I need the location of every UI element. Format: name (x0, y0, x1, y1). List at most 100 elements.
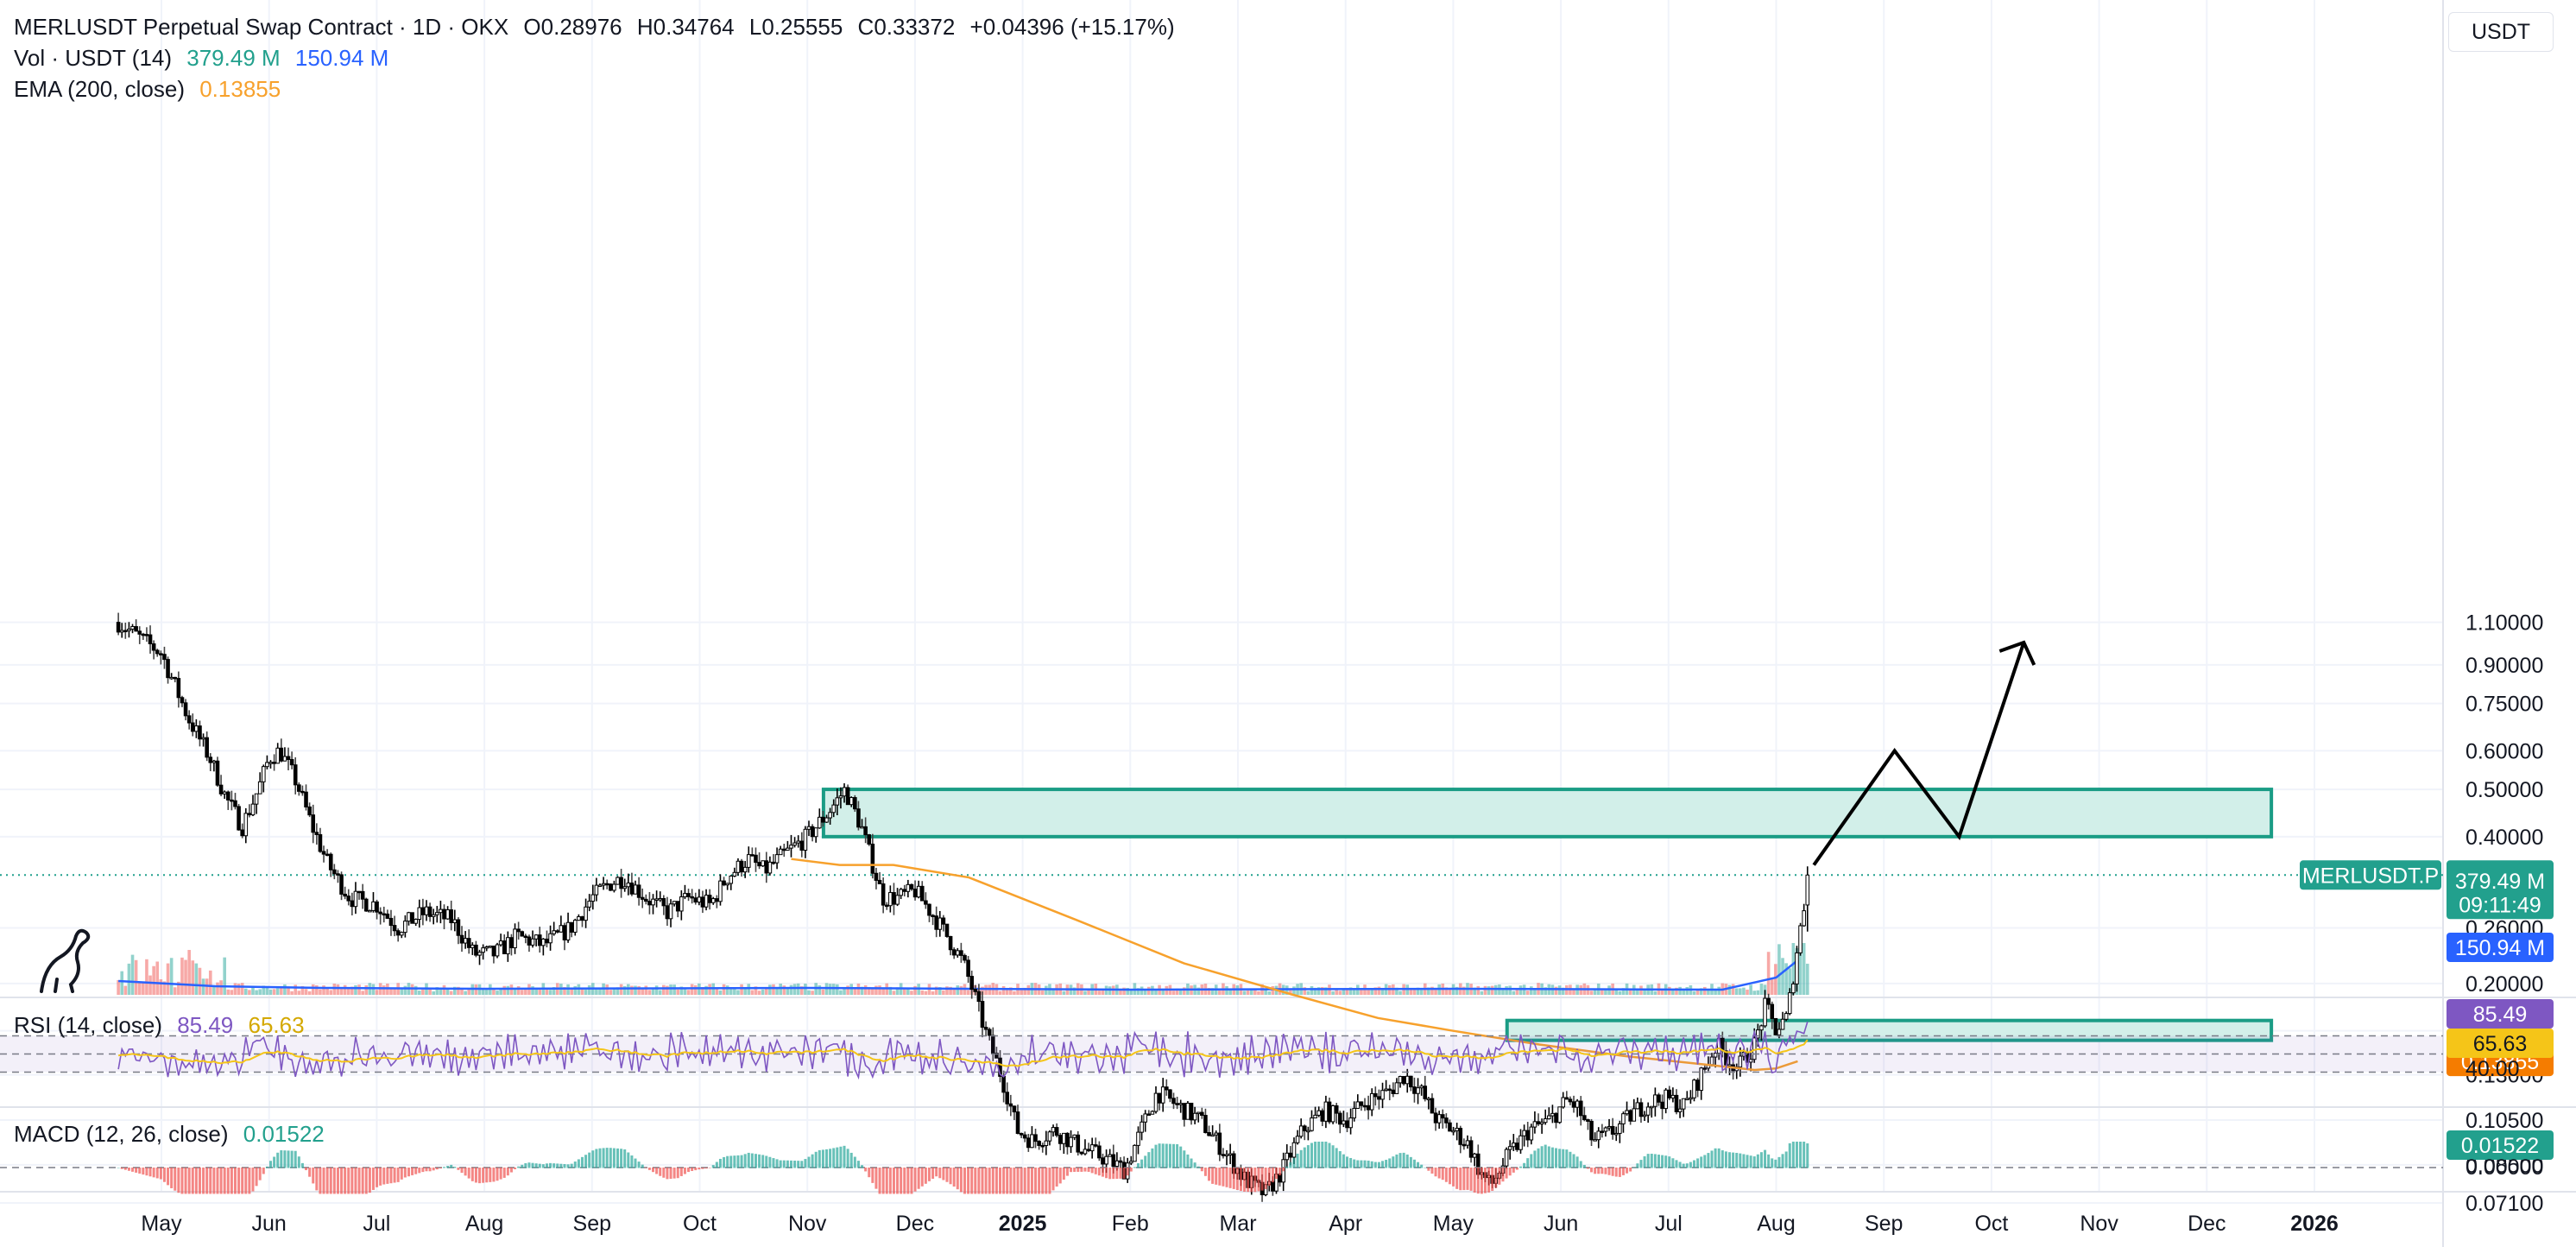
volume-bar (1742, 987, 1746, 995)
macd-histogram-bar (414, 1168, 418, 1174)
macd-histogram-bar (1505, 1168, 1508, 1179)
volume-bar (662, 984, 666, 995)
macd-histogram-bar (1346, 1156, 1349, 1168)
candle-down (810, 826, 815, 838)
volume-bar (1628, 989, 1632, 995)
macd-histogram-bar (312, 1168, 315, 1184)
candle-up (1455, 1128, 1459, 1131)
volume-bar (1409, 987, 1413, 995)
macd-histogram-bar (1636, 1163, 1639, 1168)
rsi-legend[interactable]: RSI (14, close) 85.49 65.63 (14, 1012, 313, 1039)
candle-up (1529, 1126, 1534, 1141)
candle-up (1635, 1102, 1640, 1110)
volume-bar (251, 987, 255, 995)
macd-histogram-bar (556, 1163, 559, 1168)
volume-bar (148, 975, 152, 995)
volume-bar (287, 987, 290, 995)
macd-histogram-bar (407, 1168, 410, 1177)
macd-histogram-bar (754, 1154, 757, 1168)
volume-bar (792, 984, 797, 995)
macd-histogram-bar (1469, 1168, 1473, 1191)
macd-histogram-bar (1296, 1153, 1299, 1168)
macd-histogram-bar (1310, 1143, 1313, 1168)
macd-histogram-bar (216, 1168, 219, 1194)
time-tick-label: Jul (363, 1212, 390, 1236)
open-value: O0.28976 (523, 14, 622, 40)
macd-histogram-bar (393, 1168, 396, 1183)
candle-up (587, 901, 591, 908)
volume-bar (294, 984, 298, 995)
ema-legend[interactable]: EMA (200, close) 0.13855 (14, 76, 289, 103)
macd-histogram-bar (1487, 1168, 1491, 1193)
volume-bar (874, 985, 878, 995)
candle-down (123, 630, 128, 633)
candle-down (545, 938, 549, 944)
candle-down (1217, 1132, 1222, 1155)
macd-histogram-bar (598, 1148, 602, 1168)
volume-legend[interactable]: Vol · USDT (14) 379.49 M 150.94 M (14, 45, 397, 72)
candle-down (151, 643, 156, 651)
candle-down (183, 702, 188, 717)
macd-histogram-bar (1601, 1168, 1604, 1174)
macd-histogram-bar (1791, 1142, 1795, 1168)
macd-histogram-bar (131, 1168, 135, 1172)
candle-up (1759, 1025, 1764, 1031)
symbol-line[interactable]: MERLUSDT Perpetual Swap Contract · 1D · … (14, 14, 509, 40)
candle-down (1359, 1101, 1364, 1106)
candle-down (754, 854, 758, 864)
volume-bar (1727, 984, 1732, 995)
macd-histogram-bar (1402, 1152, 1405, 1168)
candle-up (1593, 1139, 1597, 1142)
candle-down (1554, 1112, 1558, 1124)
macd-legend[interactable]: MACD (12, 26, close) 0.01522 (14, 1121, 333, 1148)
macd-histogram-bar (723, 1156, 726, 1168)
macd-histogram-bar (836, 1147, 839, 1168)
candle-up (127, 629, 131, 631)
macd-histogram-bar (1306, 1145, 1310, 1168)
macd-histogram-bar (938, 1168, 942, 1179)
volume-bar (1412, 988, 1417, 995)
macd-histogram-bar (344, 1168, 347, 1194)
candle-up (594, 884, 599, 896)
candle-down (144, 634, 149, 636)
volume-bar (361, 991, 364, 995)
volume-bar (127, 963, 131, 995)
candle-down (1334, 1105, 1339, 1114)
volume-bar (846, 985, 849, 995)
volume-bar (1097, 991, 1102, 995)
volume-bar (1766, 952, 1771, 995)
volume-bar (906, 987, 910, 995)
candle-down (502, 940, 507, 954)
price-tick-label: 0.20000 (2466, 972, 2543, 997)
candle-down (1327, 1101, 1332, 1123)
volume-bar (233, 983, 237, 995)
volume-bar (201, 978, 205, 995)
candle-up (824, 817, 829, 823)
macd-histogram-bar (1349, 1157, 1353, 1168)
volume-bar (130, 954, 135, 995)
volume-bar (1119, 990, 1122, 995)
macd-histogram-bar (1168, 1143, 1171, 1168)
volume-bar (831, 984, 836, 995)
volume-bar (863, 984, 868, 995)
candle-up (1618, 1123, 1622, 1134)
volume-bar (669, 984, 672, 995)
macd-histogram-bar (541, 1164, 545, 1168)
candle-up (431, 914, 436, 917)
currency-button[interactable]: USDT (2448, 12, 2554, 52)
macd-histogram-bar (861, 1165, 864, 1168)
volume-bar (1643, 990, 1646, 995)
macd-histogram-bar (988, 1168, 991, 1194)
candle-up (1030, 1134, 1034, 1149)
macd-histogram-bar (1569, 1151, 1572, 1168)
macd-histogram-bar (729, 1155, 733, 1168)
macd-histogram-bar (389, 1168, 393, 1184)
candle-down (240, 829, 244, 837)
candle-up (1784, 1013, 1789, 1020)
candle-up (1128, 1161, 1133, 1164)
volume-bar (1770, 977, 1774, 995)
volume-bar (1218, 991, 1222, 995)
macd-histogram-bar (1285, 1166, 1289, 1168)
volume-bar (942, 990, 945, 995)
